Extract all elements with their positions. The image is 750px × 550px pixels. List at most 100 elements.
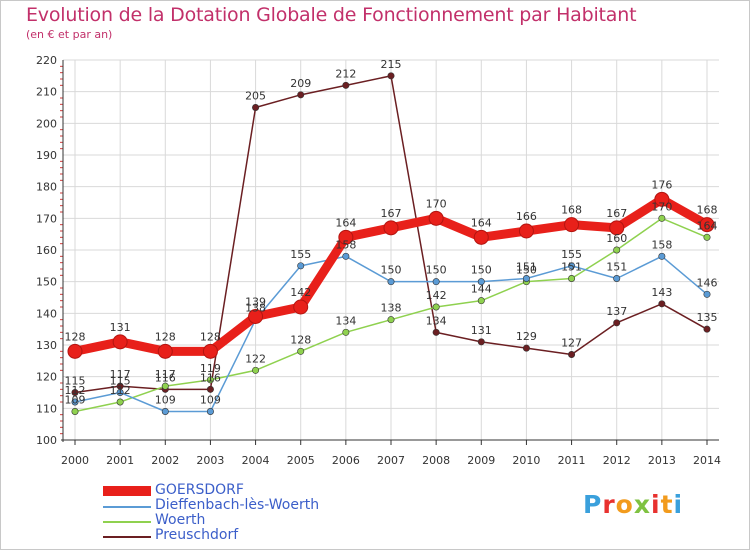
data-label: 168 bbox=[697, 204, 718, 217]
data-point bbox=[432, 303, 440, 311]
x-tick-label: 2004 bbox=[242, 454, 270, 467]
y-tick-label: 170 bbox=[36, 212, 57, 225]
data-point bbox=[477, 278, 485, 286]
data-labels-layer: 128 131 128 128 139 142 164 167 170 164 166 168 167 1… bbox=[65, 58, 718, 407]
data-label: 155 bbox=[290, 248, 311, 261]
data-label: 127 bbox=[561, 337, 582, 350]
y-tick-label: 200 bbox=[36, 117, 57, 130]
data-point bbox=[161, 407, 169, 415]
data-point bbox=[383, 220, 399, 236]
data-label: 131 bbox=[110, 321, 131, 334]
x-tick-label: 2008 bbox=[422, 454, 450, 467]
y-tick-label: 130 bbox=[36, 339, 57, 352]
data-point bbox=[428, 210, 444, 226]
data-label: 150 bbox=[426, 264, 447, 277]
data-label: 158 bbox=[335, 238, 356, 251]
data-label: 170 bbox=[651, 200, 672, 213]
data-point bbox=[613, 274, 621, 282]
data-label: 144 bbox=[471, 283, 492, 296]
data-point bbox=[518, 223, 534, 239]
legend-label: Dieffenbach-lès-Woerth bbox=[155, 497, 320, 513]
data-point bbox=[252, 104, 260, 112]
data-point bbox=[703, 290, 711, 298]
proxiti-logo: Proxiti bbox=[583, 490, 684, 519]
data-label: 164 bbox=[697, 219, 718, 232]
data-label: 167 bbox=[606, 207, 627, 220]
data-point bbox=[477, 297, 485, 305]
x-tick-label: 2000 bbox=[61, 454, 89, 467]
x-tick-label: 2003 bbox=[196, 454, 224, 467]
data-point bbox=[477, 338, 485, 346]
data-point bbox=[473, 229, 489, 245]
data-point bbox=[387, 72, 395, 80]
data-point bbox=[342, 328, 350, 336]
legend-label: Preuschdorf bbox=[155, 527, 239, 543]
data-label: 151 bbox=[516, 261, 537, 274]
data-label: 155 bbox=[561, 248, 582, 261]
data-point bbox=[252, 366, 260, 374]
data-label: 205 bbox=[245, 90, 266, 103]
data-point bbox=[342, 252, 350, 260]
data-label: 119 bbox=[200, 362, 221, 375]
data-point bbox=[71, 388, 79, 396]
data-point bbox=[297, 262, 305, 270]
chart-subtitle: (en € et par an) bbox=[26, 28, 113, 41]
data-point bbox=[703, 325, 711, 333]
data-point bbox=[157, 343, 173, 359]
data-label: 137 bbox=[606, 305, 627, 318]
y-tick-label: 110 bbox=[36, 402, 57, 415]
data-label: 117 bbox=[155, 368, 176, 381]
data-label: 112 bbox=[110, 384, 131, 397]
data-label: 134 bbox=[426, 314, 447, 327]
data-point bbox=[654, 191, 670, 207]
data-point bbox=[613, 319, 621, 327]
data-point bbox=[116, 398, 124, 406]
data-label: 122 bbox=[245, 352, 266, 365]
y-tick-label: 180 bbox=[36, 181, 57, 194]
data-label: 138 bbox=[245, 302, 266, 315]
data-point bbox=[202, 343, 218, 359]
data-label: 150 bbox=[516, 264, 537, 277]
legend-swatch bbox=[103, 536, 151, 538]
data-label: 109 bbox=[200, 394, 221, 407]
data-label: 135 bbox=[697, 311, 718, 324]
data-point bbox=[248, 309, 264, 324]
y-tick-label: 140 bbox=[36, 307, 57, 320]
data-label: 129 bbox=[516, 330, 537, 343]
x-tick-label: 2009 bbox=[467, 454, 495, 467]
y-tick-label: 210 bbox=[36, 86, 57, 99]
data-point bbox=[703, 233, 711, 241]
data-point bbox=[342, 81, 350, 89]
data-label: 167 bbox=[381, 207, 402, 220]
data-point bbox=[609, 220, 625, 236]
x-tick-label: 2010 bbox=[512, 454, 540, 467]
data-label: 142 bbox=[426, 289, 447, 302]
legend-swatch bbox=[103, 486, 151, 496]
data-label: 109 bbox=[155, 394, 176, 407]
data-point bbox=[658, 300, 666, 308]
x-tick-label: 2006 bbox=[332, 454, 360, 467]
data-point bbox=[293, 299, 309, 315]
data-point bbox=[387, 316, 395, 324]
data-label: 138 bbox=[381, 302, 402, 315]
x-tick-label: 2014 bbox=[693, 454, 721, 467]
data-label: 128 bbox=[290, 333, 311, 346]
data-point bbox=[67, 343, 83, 359]
data-label: 215 bbox=[381, 58, 402, 71]
data-point bbox=[658, 252, 666, 260]
y-tick-label: 220 bbox=[36, 54, 57, 67]
data-label: 112 bbox=[65, 384, 86, 397]
data-label: 116 bbox=[155, 371, 176, 384]
data-label: 139 bbox=[245, 296, 266, 309]
data-label: 128 bbox=[200, 330, 221, 343]
data-label: 212 bbox=[335, 67, 356, 80]
data-point bbox=[432, 278, 440, 286]
legend-label: Woerth bbox=[155, 512, 206, 528]
data-point bbox=[658, 214, 666, 222]
data-label: 146 bbox=[697, 276, 718, 289]
data-point bbox=[568, 274, 576, 282]
x-tick-label: 2002 bbox=[151, 454, 179, 467]
data-label: 158 bbox=[651, 238, 672, 251]
y-tick-label: 190 bbox=[36, 149, 57, 162]
